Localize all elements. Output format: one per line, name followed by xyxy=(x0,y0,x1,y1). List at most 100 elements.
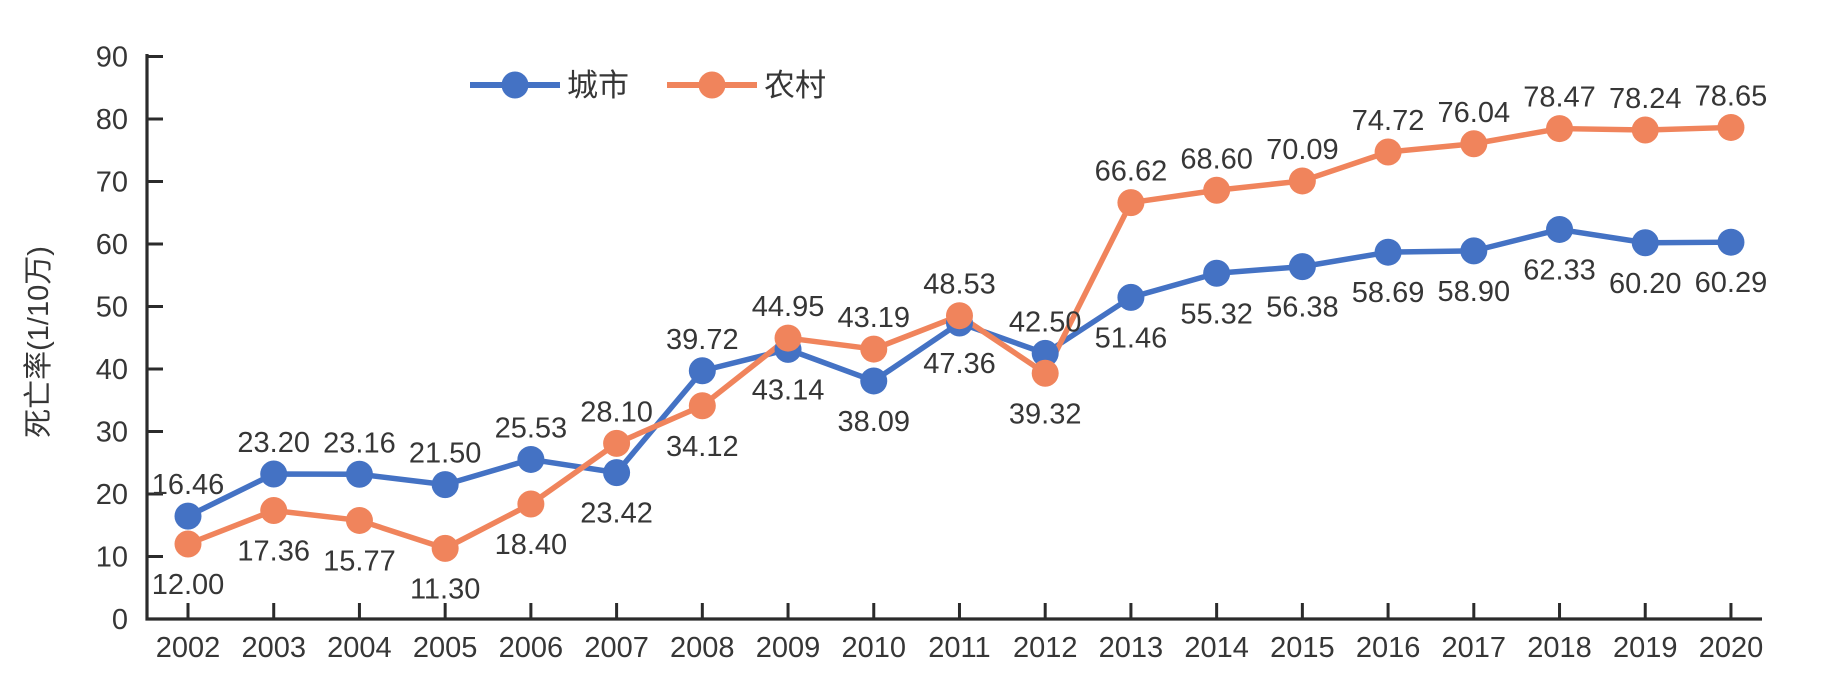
city-point xyxy=(860,367,888,395)
rural-point xyxy=(774,324,802,352)
x-axis: 2002 2003 2004 2005 2006 2007 2008 2009 2010 2011… xyxy=(156,603,1763,664)
city-data-label: 23.42 xyxy=(580,498,653,530)
city-data-label: 21.50 xyxy=(409,438,482,470)
axis-lines xyxy=(145,54,1762,621)
rural-data-label: 12.00 xyxy=(152,569,225,601)
rural-data-label: 68.60 xyxy=(1180,143,1253,175)
city-point xyxy=(688,357,716,385)
city-data-label: 51.46 xyxy=(1095,322,1168,354)
city-data-label: 62.33 xyxy=(1523,254,1596,286)
series-markers-rural xyxy=(174,113,1745,562)
rural-point xyxy=(603,429,631,457)
rural-point xyxy=(1717,113,1745,141)
rural-point xyxy=(260,497,288,524)
rural-point xyxy=(517,490,545,518)
city-data-label: 60.29 xyxy=(1695,267,1768,299)
rural-data-label: 11.30 xyxy=(410,573,480,605)
rural-point xyxy=(945,302,973,330)
rural-point xyxy=(1288,167,1316,195)
city-data-label: 16.46 xyxy=(152,469,225,501)
x-tick-label: 2012 xyxy=(1013,632,1078,664)
x-tick-label: 2017 xyxy=(1442,632,1507,664)
y-tick-label: 10 xyxy=(96,542,128,574)
data-labels: 16.46 12.00 23.20 17.36 23.16 15.77 21.50 11.30… xyxy=(152,80,1768,605)
rural-data-label: 39.32 xyxy=(1009,398,1082,430)
city-data-label: 60.20 xyxy=(1609,268,1682,300)
city-data-label: 39.72 xyxy=(666,324,739,356)
rural-data-label: 18.40 xyxy=(495,529,568,561)
city-point xyxy=(431,471,459,499)
rural-point xyxy=(1460,130,1488,158)
city-data-label: 38.09 xyxy=(837,406,910,438)
x-tick-label: 2019 xyxy=(1613,632,1678,664)
city-data-label: 58.69 xyxy=(1352,277,1425,309)
y-tick-label: 0 xyxy=(112,604,128,636)
rural-point xyxy=(1374,138,1402,166)
city-point xyxy=(1288,253,1316,281)
city-point xyxy=(174,502,202,530)
city-point xyxy=(517,445,545,473)
rural-data-label: 15.77 xyxy=(323,545,396,577)
rural-point xyxy=(1117,189,1145,217)
y-tick-label: 80 xyxy=(96,104,128,136)
x-tick-label: 2008 xyxy=(670,632,735,664)
city-data-label: 23.20 xyxy=(237,427,310,459)
city-point xyxy=(1117,283,1145,311)
y-tick-label: 90 xyxy=(96,42,128,74)
rural-data-label: 78.65 xyxy=(1695,80,1768,112)
rural-point xyxy=(688,392,716,420)
rural-data-label: 48.53 xyxy=(923,269,996,301)
x-tick-label: 2011 xyxy=(928,632,990,664)
legend-label-rural: 农村 xyxy=(764,68,826,103)
legend-label-city: 城市 xyxy=(567,68,629,103)
rural-point xyxy=(1631,116,1659,144)
city-data-label: 23.16 xyxy=(323,427,396,459)
rural-point xyxy=(860,335,888,363)
city-data-label: 56.38 xyxy=(1266,292,1339,324)
city-data-label: 43.14 xyxy=(752,374,825,406)
y-axis-title: 死亡率(1/10万) xyxy=(22,246,55,438)
x-tick-label: 2014 xyxy=(1184,632,1249,664)
x-tick-label: 2016 xyxy=(1356,632,1421,664)
city-point xyxy=(1374,238,1402,266)
rural-point xyxy=(1203,176,1231,204)
city-point xyxy=(1546,215,1574,243)
city-point xyxy=(345,460,373,488)
y-tick-label: 20 xyxy=(96,479,128,511)
city-point xyxy=(1631,229,1659,257)
rural-point xyxy=(345,506,373,534)
legend-marker-city xyxy=(501,71,529,99)
series-markers-city xyxy=(174,215,1745,530)
rural-data-label: 78.47 xyxy=(1523,82,1596,114)
legend-item-rural: 农村 xyxy=(667,68,826,103)
legend-marker-rural xyxy=(698,71,726,99)
x-tick-label: 2013 xyxy=(1099,632,1164,664)
rural-data-label: 34.12 xyxy=(666,431,739,463)
rural-data-label: 44.95 xyxy=(752,291,825,323)
y-tick-label: 60 xyxy=(96,229,128,261)
x-tick-label: 2003 xyxy=(241,632,306,664)
rural-data-label: 78.24 xyxy=(1609,83,1682,115)
city-data-label: 42.50 xyxy=(1009,306,1082,338)
city-data-label: 25.53 xyxy=(495,412,568,444)
city-point xyxy=(1717,228,1745,256)
x-tick-label: 2005 xyxy=(413,632,478,664)
x-tick-label: 2004 xyxy=(327,632,392,664)
rural-point xyxy=(1546,115,1574,143)
x-tick-label: 2015 xyxy=(1270,632,1335,664)
rural-data-label: 17.36 xyxy=(237,536,310,568)
legend: 城市 农村 xyxy=(470,68,826,103)
rural-point xyxy=(1031,359,1059,387)
x-tick-label: 2007 xyxy=(584,632,649,664)
rural-point xyxy=(174,530,202,558)
city-point xyxy=(1460,237,1488,265)
x-tick-label: 2010 xyxy=(842,632,907,664)
legend-item-city: 城市 xyxy=(470,68,629,103)
city-data-label: 58.90 xyxy=(1438,276,1511,308)
rural-data-label: 70.09 xyxy=(1266,134,1339,166)
x-tick-label: 2006 xyxy=(499,632,564,664)
city-point xyxy=(260,460,288,488)
rural-point xyxy=(431,534,459,562)
x-tick-label: 2002 xyxy=(156,632,221,664)
